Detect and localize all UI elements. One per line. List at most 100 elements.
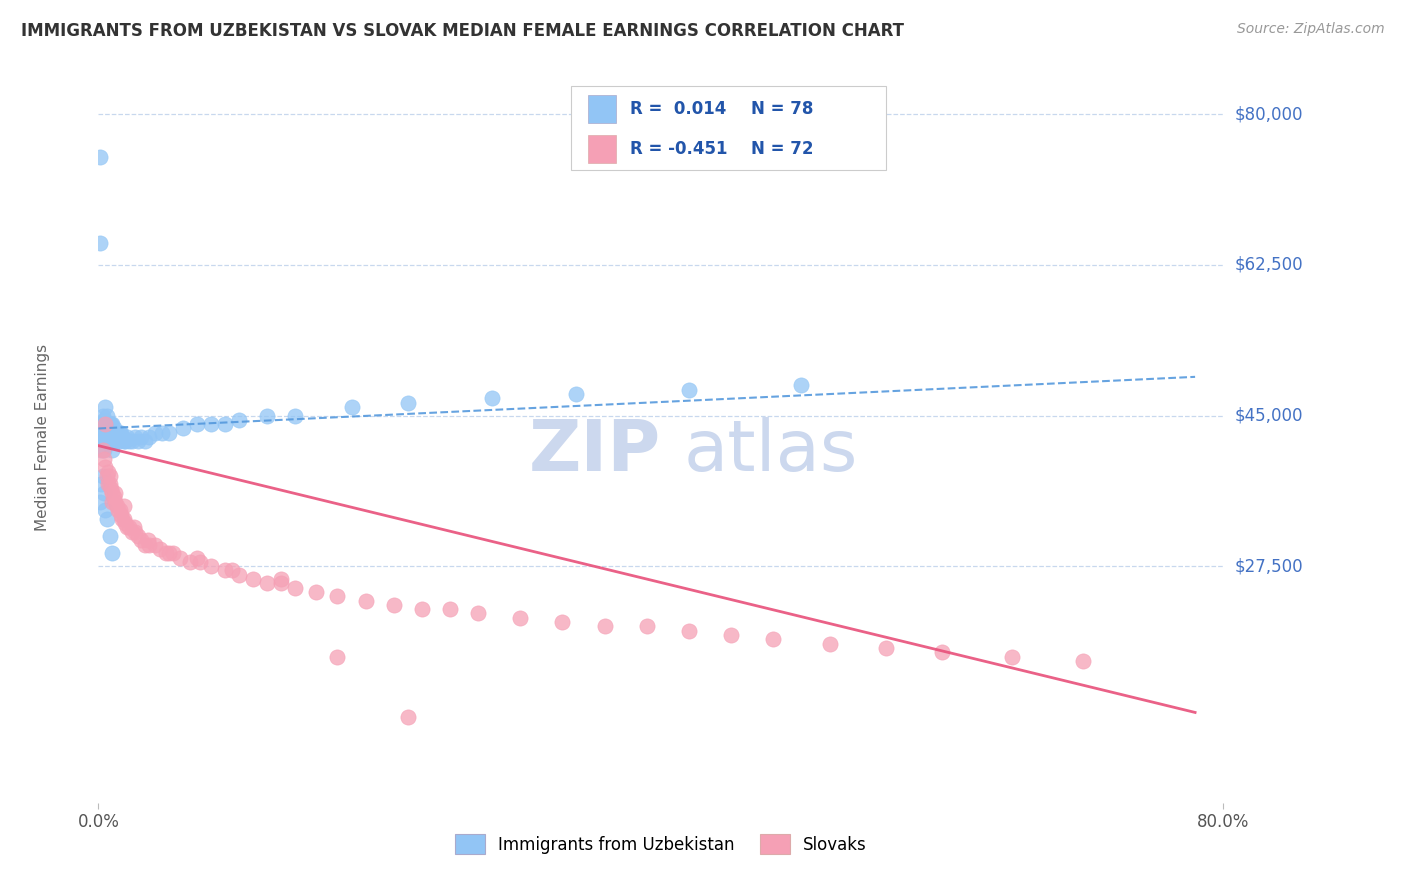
Point [94,417,117,432]
Text: $80,000: $80,000 [1234,105,1303,123]
Point [875,640,897,655]
Point [439,602,461,616]
Point [100,482,122,496]
Point [101,442,124,457]
Point [270,576,292,591]
Point [94,503,117,517]
Point [284,581,307,595]
Point [103,421,125,435]
Point [107,503,129,517]
Point [221,564,243,578]
Point [509,611,531,625]
Point [188,555,211,569]
Point [762,632,785,647]
Point [111,430,134,444]
Point [104,434,127,449]
Point [96,409,118,423]
Point [90,442,112,457]
Point [931,645,953,659]
Point [114,434,136,449]
Point [101,434,124,449]
Text: R =  0.014: R = 0.014 [630,100,727,118]
Point [98,477,121,491]
Point [97,465,120,479]
Point [89,417,111,432]
Point [101,417,124,432]
Point [200,559,222,574]
Point [228,567,250,582]
Point [121,434,143,449]
Point [636,619,658,633]
Point [127,529,149,543]
Point [115,430,138,444]
Point [108,425,131,440]
Point [97,417,120,432]
Point [129,533,152,548]
Point [256,409,278,423]
Point [396,395,419,409]
Point [114,516,136,530]
Text: Source: ZipAtlas.com: Source: ZipAtlas.com [1237,22,1385,37]
Text: $27,500: $27,500 [1234,558,1303,575]
Point [93,425,115,440]
Point [326,649,349,664]
Point [155,546,177,560]
Point [101,486,124,500]
Point [122,520,145,534]
Point [91,417,114,432]
Point [481,392,503,406]
Point [91,442,114,457]
Point [818,637,841,651]
Point [89,150,111,164]
Point [143,425,166,440]
Point [790,378,813,392]
Point [112,434,135,449]
Point [169,550,191,565]
Text: IMMIGRANTS FROM UZBEKISTAN VS SLOVAK MEDIAN FEMALE EARNINGS CORRELATION CHART: IMMIGRANTS FROM UZBEKISTAN VS SLOVAK MED… [21,22,904,40]
Point [162,546,184,560]
FancyBboxPatch shape [588,135,616,163]
Point [110,425,132,440]
Point [90,425,112,440]
Point [411,602,433,616]
Point [100,434,122,449]
Point [150,425,173,440]
Point [93,434,115,449]
Legend: Immigrants from Uzbekistan, Slovaks: Immigrants from Uzbekistan, Slovaks [449,828,873,860]
Point [94,400,117,414]
Point [186,417,208,432]
Point [94,460,117,475]
Point [124,430,146,444]
Point [678,383,700,397]
Point [96,425,118,440]
Point [121,524,143,539]
Point [98,468,121,483]
Point [93,451,115,466]
Point [242,572,264,586]
Point [100,417,122,432]
FancyBboxPatch shape [588,95,616,122]
Text: Median Female Earnings: Median Female Earnings [35,343,49,531]
Text: atlas: atlas [683,417,858,486]
Point [186,550,208,565]
Point [157,425,180,440]
Point [101,425,124,440]
Point [305,585,328,599]
Point [134,434,156,449]
Text: N = 72: N = 72 [751,140,814,158]
Point [97,477,120,491]
Point [108,503,131,517]
Point [256,576,278,591]
Point [93,442,115,457]
Point [98,417,121,432]
Point [98,434,121,449]
Point [270,572,292,586]
Point [214,417,236,432]
Point [157,546,180,560]
Text: $45,000: $45,000 [1234,407,1303,425]
FancyBboxPatch shape [571,86,886,170]
Point [96,434,118,449]
Point [565,387,588,401]
Point [172,421,194,435]
Point [96,512,118,526]
